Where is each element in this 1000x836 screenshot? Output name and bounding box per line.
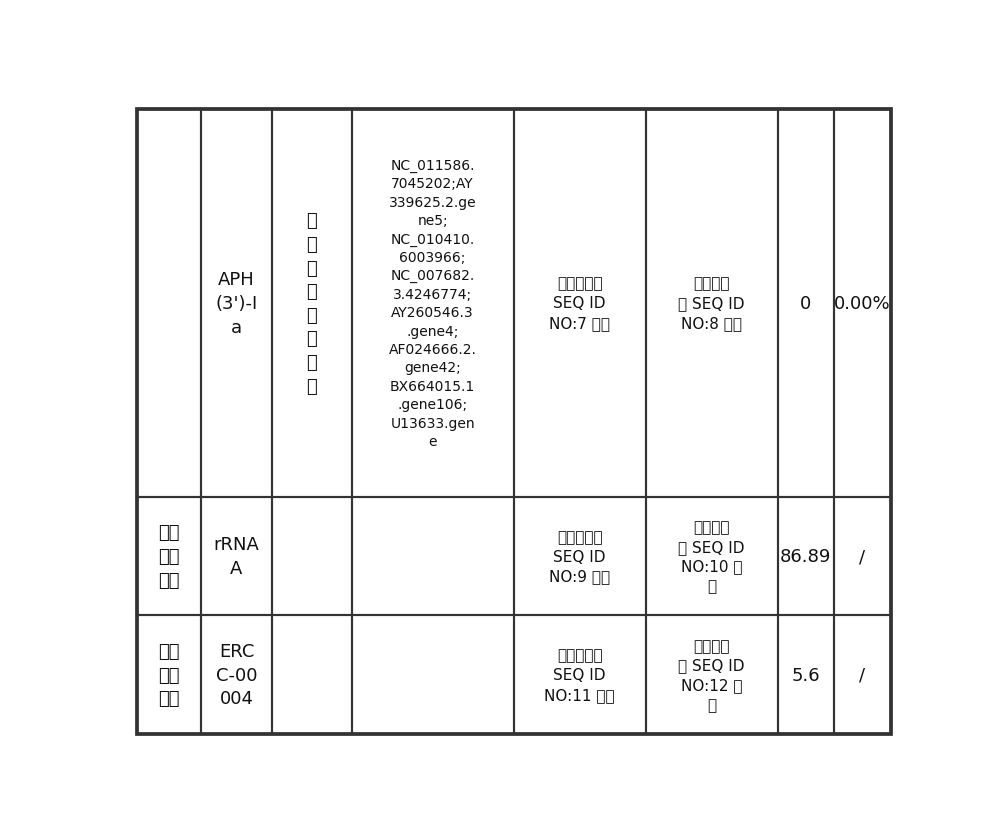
Bar: [352, 616, 514, 734]
Text: 如序列表中
SEQ ID
NO:9 所示: 如序列表中 SEQ ID NO:9 所示: [549, 529, 610, 584]
Bar: [646, 110, 778, 497]
Text: 5.6: 5.6: [792, 666, 820, 684]
Bar: [834, 497, 891, 616]
Bar: [352, 110, 514, 497]
Text: 如序列表
中 SEQ ID
NO:12 所
示: 如序列表 中 SEQ ID NO:12 所 示: [678, 638, 745, 712]
Bar: [137, 497, 201, 616]
Bar: [778, 497, 834, 616]
Bar: [272, 616, 352, 734]
Text: NC_011586.
7045202;AY
339625.2.ge
ne5;
NC_010410.
6003966;
NC_007682.
3.4246774;: NC_011586. 7045202;AY 339625.2.ge ne5; N…: [389, 159, 477, 448]
Text: 如序列表
中 SEQ ID
NO:8 所示: 如序列表 中 SEQ ID NO:8 所示: [678, 276, 745, 331]
Bar: [646, 497, 778, 616]
Bar: [272, 497, 352, 616]
Text: rRNA
A: rRNA A: [214, 536, 259, 577]
Bar: [137, 616, 201, 734]
Bar: [352, 497, 514, 616]
Text: 卡
那
霉
素
和
新
霉
素: 卡 那 霉 素 和 新 霉 素: [307, 212, 317, 395]
Bar: [834, 110, 891, 497]
Bar: [514, 616, 646, 734]
Text: ERC
C-00
004: ERC C-00 004: [216, 643, 257, 707]
Text: 外源
标准
基因: 外源 标准 基因: [158, 643, 179, 707]
Text: 86.89: 86.89: [780, 548, 832, 565]
Text: 如序列表中
SEQ ID
NO:7 所示: 如序列表中 SEQ ID NO:7 所示: [549, 276, 610, 331]
Bar: [778, 616, 834, 734]
Text: /: /: [859, 666, 865, 684]
Bar: [646, 616, 778, 734]
Text: 如序列表
中 SEQ ID
NO:10 所
示: 如序列表 中 SEQ ID NO:10 所 示: [678, 519, 745, 594]
Text: 内源
标准
基因: 内源 标准 基因: [158, 524, 179, 589]
Bar: [137, 110, 201, 497]
Bar: [514, 110, 646, 497]
Bar: [834, 616, 891, 734]
Bar: [201, 497, 272, 616]
Text: 0.00%: 0.00%: [834, 294, 891, 313]
Bar: [778, 110, 834, 497]
Text: 0: 0: [800, 294, 811, 313]
Text: 如序列表中
SEQ ID
NO:11 所示: 如序列表中 SEQ ID NO:11 所示: [544, 648, 615, 702]
Text: /: /: [859, 548, 865, 565]
Text: APH
(3')-I
a: APH (3')-I a: [215, 271, 258, 336]
Bar: [201, 616, 272, 734]
Bar: [514, 497, 646, 616]
Bar: [201, 110, 272, 497]
Bar: [272, 110, 352, 497]
